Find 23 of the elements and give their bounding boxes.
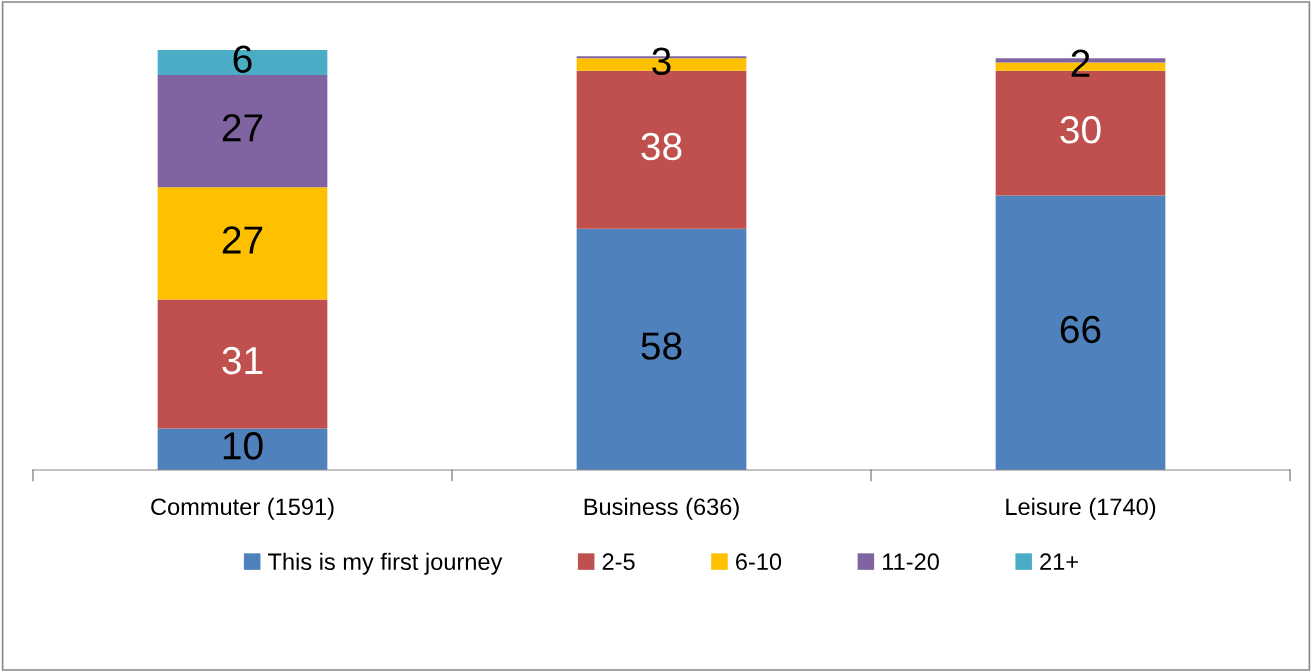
legend-label: 2-5	[602, 553, 635, 571]
bar	[157, 428, 328, 470]
data-label: 27	[222, 226, 263, 254]
bar	[157, 74, 328, 188]
data-label: 58	[641, 332, 682, 360]
x-tick-label: Commuter (1591)	[151, 497, 334, 520]
data-label: 6	[233, 45, 252, 73]
x-tick-label: Business (636)	[584, 497, 739, 520]
data-label: 27	[222, 113, 263, 142]
bar	[995, 195, 1166, 470]
x-tick-label: Leisure (1740)	[1006, 497, 1156, 520]
bar	[157, 299, 328, 429]
data-label: 38	[641, 132, 682, 161]
bar	[576, 228, 747, 470]
legend-label: This is my first journey	[268, 552, 503, 575]
data-label: 66	[1060, 315, 1101, 344]
legend-label: 11-20	[883, 553, 939, 571]
bar	[157, 187, 328, 300]
legend-label: 21+	[1040, 553, 1078, 570]
data-label: 10	[223, 432, 263, 460]
data-label: 31	[222, 346, 263, 375]
data-label: 30	[1060, 116, 1101, 144]
legend-label: 6-10	[736, 553, 782, 571]
